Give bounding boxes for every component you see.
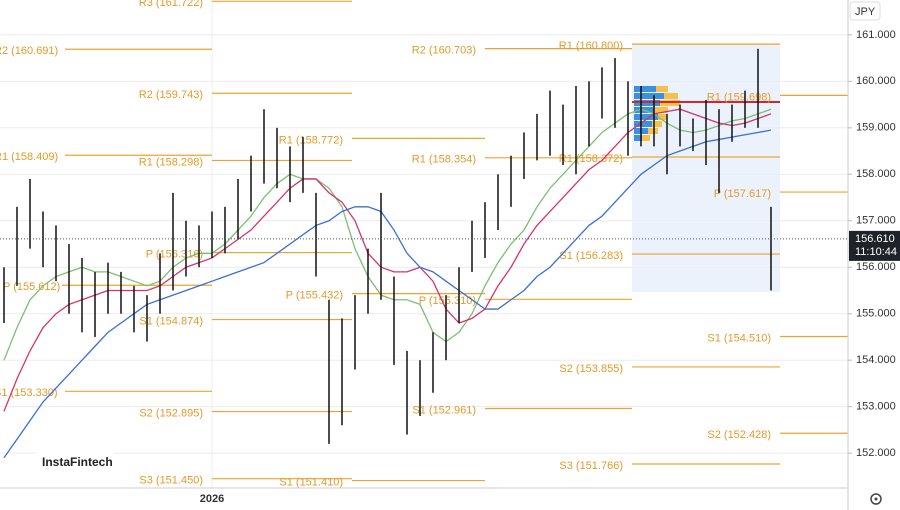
currency-box[interactable] (849, 1, 881, 21)
countdown: 11:10:44 (855, 246, 897, 258)
grid (0, 0, 848, 488)
moving-average (3, 129, 772, 459)
pivot-label: R1 (158.298) (139, 156, 203, 168)
x-tick-label: 2026 (200, 493, 224, 505)
y-tick-label: 161.000 (856, 29, 896, 41)
plot-area: R3 (161.722) R2 (159.743) R1 (158.298) P (1… (0, 0, 848, 488)
profile-bar (648, 128, 658, 134)
pivot-label: S1 (153.330) (0, 387, 58, 399)
price-tag (849, 230, 900, 261)
pivot-label: R2 (160.691) (0, 45, 58, 57)
y-tick-label: 155.000 (856, 308, 896, 320)
pivot-label: R1 (158.354) (412, 154, 476, 166)
profile-bar (664, 93, 678, 99)
profile-bar (656, 86, 668, 92)
pivot-label: S1 (154.510) (707, 332, 771, 344)
price-bars (3, 48, 772, 444)
moving-average (3, 108, 772, 412)
pivot-label: S2 (153.855) (559, 363, 623, 375)
pivot-label: R1 (158.772) (279, 134, 343, 146)
y-tick-label: 158.000 (856, 168, 896, 180)
profile-region (632, 44, 780, 292)
settings-icon[interactable] (870, 493, 882, 505)
pivot-label: S3 (151.766) (559, 460, 623, 472)
pivot-label: R1 (159.698) (707, 91, 771, 103)
watermark: InstaFintech (42, 455, 113, 469)
pivot-label: S1 (156.283) (559, 250, 623, 262)
settings-icon-dot (874, 497, 878, 501)
profile-bar (634, 93, 664, 99)
pivot-label: R1 (160.800) (559, 40, 623, 52)
pivot-label: P (155.432) (286, 290, 343, 302)
profile-bar (634, 114, 658, 120)
pivot-label: P (155.310) (419, 295, 476, 307)
profile-bar (654, 107, 668, 113)
y-tick-label: 156.000 (856, 261, 896, 273)
watermark-box (36, 445, 114, 481)
profile-bar (634, 121, 652, 127)
y-tick-label: 157.000 (856, 215, 896, 227)
moving-averages (3, 108, 772, 459)
profile-bar (634, 135, 642, 141)
pivot-levels: R3 (161.722) R2 (159.743) R1 (158.298) P (1… (0, 0, 848, 488)
pivot-label: S2 (152.428) (707, 429, 771, 441)
y-tick-label: 154.000 (856, 354, 896, 366)
pivot-label: R1 (158.372) (559, 153, 623, 165)
profile-bar (652, 121, 662, 127)
pivot-label: R3 (161.722) (139, 0, 203, 9)
pivot-label: R2 (160.703) (412, 45, 476, 57)
pivot-label: S1 (152.961) (412, 404, 476, 416)
y-tick-label: 152.000 (856, 447, 896, 459)
profile-bar (634, 86, 656, 92)
y-tick-label: 153.000 (856, 401, 896, 413)
pivot-label: P (157.617) (714, 188, 771, 200)
currency[interactable]: JPY (855, 6, 876, 18)
y-tick-label: 160.000 (856, 75, 896, 87)
pivot-label: S1 (154.874) (139, 315, 203, 327)
profile-bar (642, 135, 650, 141)
y-tick-label: 159.000 (856, 122, 896, 134)
pivot-label: S2 (152.895) (139, 407, 203, 419)
pivot-label: S1 (151.410) (279, 476, 343, 488)
moving-average (3, 108, 772, 361)
profile-bar (658, 114, 666, 120)
pivot-label: R2 (159.743) (139, 89, 203, 101)
pivot-label: S3 (151.450) (139, 475, 203, 487)
y-axis: 152.000 153.000 154.000 155.000 156.000 157.0… (848, 29, 896, 459)
pivot-label: R1 (158.409) (0, 151, 58, 163)
pivot-label: P (155.612) (3, 281, 60, 293)
price-tag-label: 156.610 (855, 233, 895, 245)
